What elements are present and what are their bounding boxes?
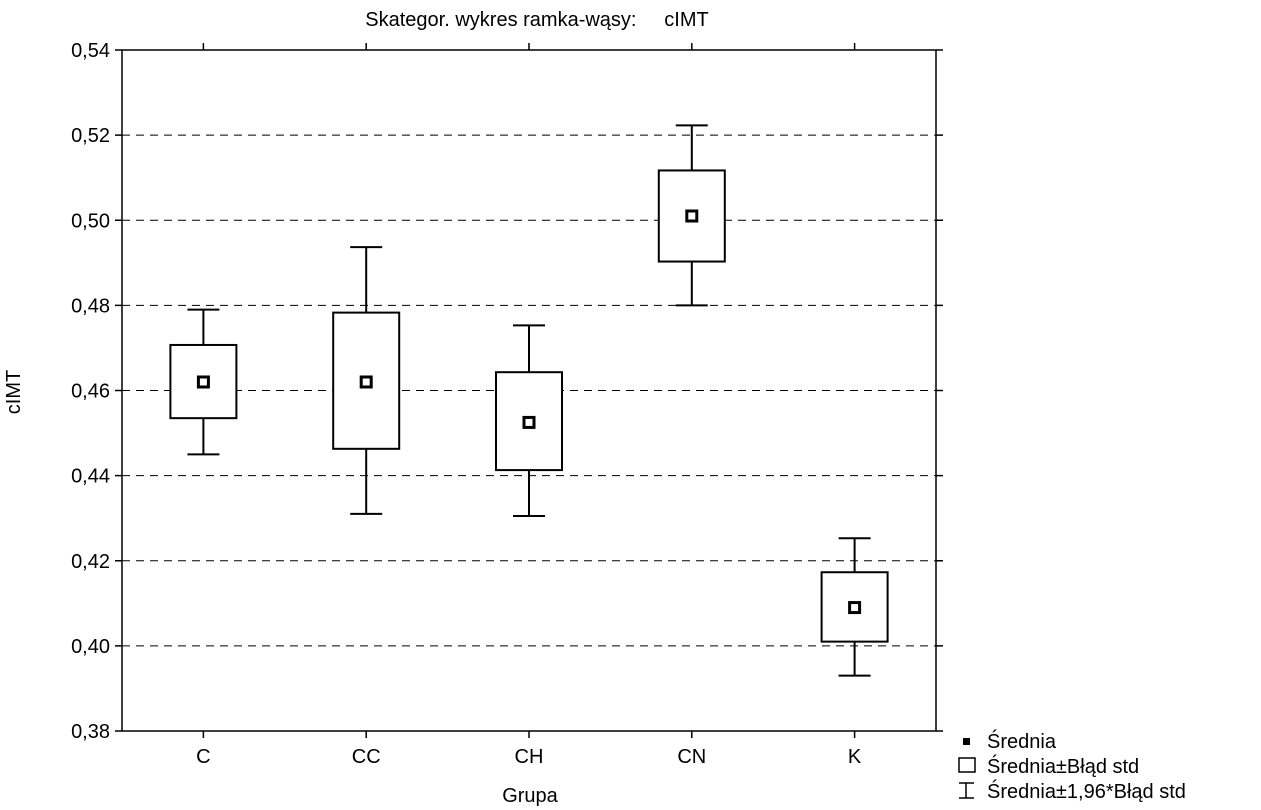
- legend-entry-label: Średnia±1,96*Błąd std: [987, 779, 1186, 803]
- x-tick-label: C: [196, 746, 210, 768]
- mean-marker: [848, 601, 862, 615]
- box-group-k: [820, 537, 889, 677]
- axis-ticks: 0,380,400,420,440,460,480,500,520,54C CC C…: [71, 40, 943, 768]
- mean-marker: [359, 375, 373, 389]
- x-tick-label: CC: [352, 746, 381, 768]
- y-tick-label: 0,40: [71, 636, 110, 658]
- mean-marker: [196, 375, 210, 389]
- legend-mean-marker: [963, 738, 970, 745]
- chart-title: Skategor. wykres ramka-wąsy: cIMT: [365, 9, 708, 31]
- y-axis-label: cIMT: [3, 370, 25, 414]
- x-tick-label: CN: [677, 746, 706, 768]
- y-tick-label: 0,42: [71, 551, 110, 573]
- mean-marker: [522, 415, 536, 429]
- x-axis-label: Grupa: [502, 785, 558, 807]
- box-group-cn: [657, 124, 726, 307]
- y-tick-label: 0,50: [71, 210, 110, 232]
- box-groups: [169, 124, 889, 677]
- mean-marker: [685, 209, 699, 223]
- y-tick-label: 0,46: [71, 381, 110, 403]
- y-tick-label: 0,38: [71, 721, 110, 743]
- legend-box-marker: [958, 757, 976, 773]
- box-group-ch: [495, 324, 563, 518]
- y-tick-label: 0,54: [71, 40, 110, 62]
- legend-entry-label: Średnia: [987, 729, 1057, 753]
- box-group-cc: [332, 246, 401, 515]
- y-tick-label: 0,44: [71, 466, 110, 488]
- box-group-c: [169, 308, 238, 456]
- legend-entry-label: Średnia±Błąd std: [987, 754, 1139, 778]
- y-tick-label: 0,52: [71, 125, 110, 147]
- y-tick-label: 0,48: [71, 295, 110, 317]
- x-tick-label: K: [848, 746, 862, 768]
- x-tick-label: CH: [515, 746, 544, 768]
